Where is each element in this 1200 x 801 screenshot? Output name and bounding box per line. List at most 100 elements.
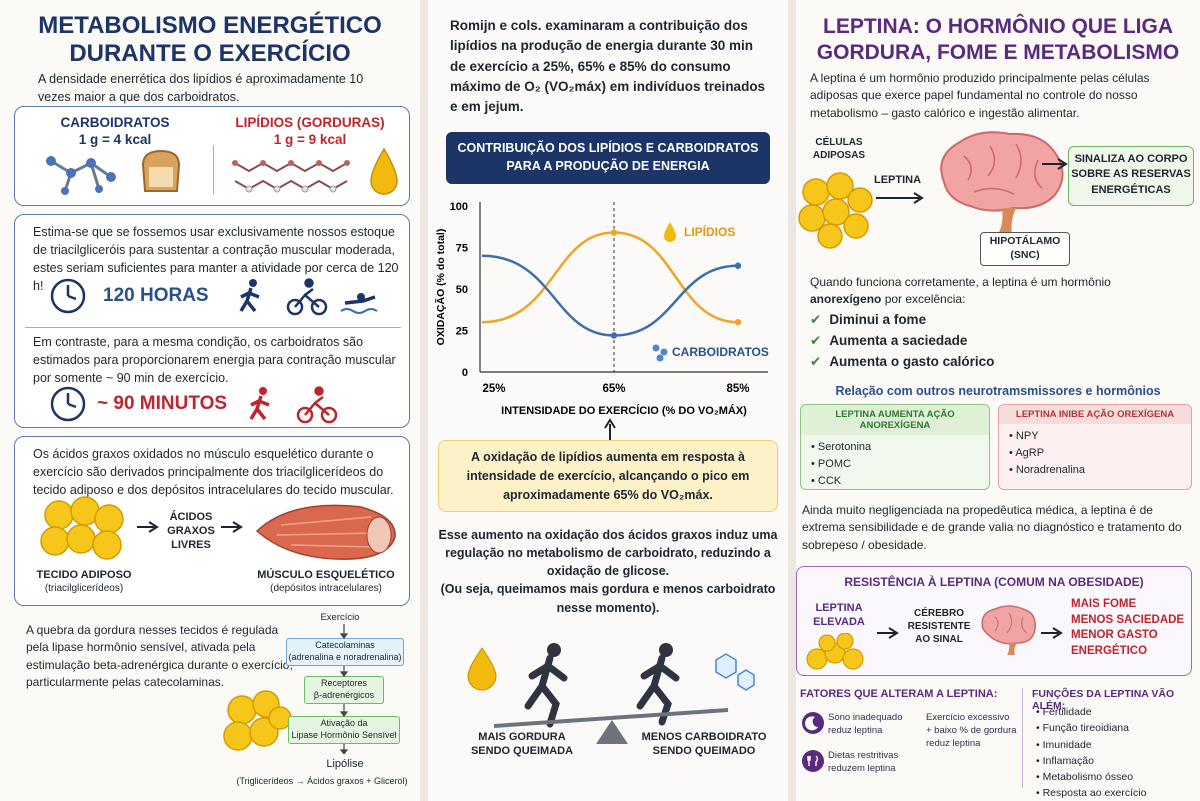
energy-density-box: CARBOIDRATOS 1 g = 4 kcal LIPÍDIOS (GORD…: [14, 106, 410, 206]
chart-title: CONTRIBUIÇÃO DOS LIPÍDIOS E CARBOIDRATOS…: [446, 132, 770, 184]
inhibit-item: • Noradrenalina: [1009, 464, 1086, 477]
y-tick-label: 0: [462, 367, 468, 379]
clock-icon: [50, 278, 86, 314]
separator: [420, 0, 428, 801]
flow-catechol-sub: (adrenalina e noradrenalina): [288, 651, 402, 662]
function-item: • Fertilidade: [1036, 706, 1092, 718]
right-intro: A leptina é um hormônio produzido princi…: [810, 71, 1150, 120]
fat-cells-icon: [223, 690, 292, 751]
drop-icon: [664, 222, 676, 242]
series-line-carbs: [481, 254, 739, 337]
inhibit-box: LEPTINA INIBE AÇÃO OREXÍGENA • NPY • AgR…: [998, 404, 1192, 490]
runner-icon: [249, 387, 270, 421]
y-tick-label: 75: [456, 243, 468, 255]
estimate-text: Estima-se que se fossemos usar exclusiva…: [33, 225, 399, 294]
check-icon: ✔: [810, 333, 822, 348]
anorex-text-2: por excelência:: [881, 292, 966, 307]
divider: [25, 327, 401, 328]
increase-item: • CCK: [811, 475, 842, 488]
duration-box: Estima-se que se fossemos usar exclusiva…: [14, 214, 410, 428]
moon-icon: [802, 712, 824, 734]
leptina-label: LEPTINA: [874, 174, 922, 186]
runner-icon: [239, 279, 260, 313]
factor-diet: Dietas restritivas reduzem leptina: [828, 750, 899, 774]
increase-item: • POMC: [811, 458, 851, 471]
functions-list: • Fertilidade • Função tireoidiana • Imu…: [1036, 704, 1196, 801]
resistant-brain-label: CÉREBRO RESISTENTE AO SINAL: [907, 608, 971, 645]
muscle-label: MÚSCULO ESQUELÉTICO: [257, 569, 395, 581]
increase-item: • Serotonina: [811, 441, 872, 453]
arrow-right-icon: [876, 192, 924, 204]
x-tick-label: 25%: [482, 383, 505, 395]
function-item: • Função tireoidiana: [1036, 722, 1129, 735]
function-item: • Inflamação: [1036, 754, 1094, 767]
x-axis-label: INTENSIDADE DO EXERCÍCIO (% DO VO₂MÁX): [501, 404, 747, 417]
inhibit-item: • AgRP: [1009, 447, 1045, 460]
anorex-text-1: Quando funciona corretamente, a leptina …: [810, 275, 1111, 289]
contrast-text: Em contraste, para a mesma condição, os …: [33, 335, 396, 386]
arrow-right-icon: [877, 627, 899, 639]
bread-icon: [141, 149, 181, 192]
y-tick-label: 50: [456, 284, 468, 296]
legend-carbs: CARBOIDRATOS: [652, 344, 769, 362]
lipid-value: 1 g = 9 kcal: [273, 132, 347, 147]
flow-catechol: Catecolaminas: [315, 640, 375, 650]
explain-text: Esse aumento na oxidação dos ácidos grax…: [438, 528, 778, 615]
high-leptin-label: LEPTINA ELEVADA: [813, 602, 865, 629]
adipose-cells-icon: [798, 172, 873, 249]
legend-carbs-label: CARBOIDRATOS: [672, 345, 769, 359]
drop-icon: [467, 647, 497, 691]
clinical-text: Ainda muito negligenciada na propedêutic…: [802, 503, 1182, 552]
flow-lipolysis-sub: (Triglicerídeos → Ácidos graxos + Glicer…: [236, 776, 408, 786]
middle-intro: Romijn e cols. examinaram a contribuição…: [450, 18, 766, 114]
ffa-label: ÁCIDOS GRAXOS LIVRES: [167, 511, 215, 551]
arrow-right-icon: [1041, 627, 1063, 639]
y-tick-label: 100: [450, 201, 468, 213]
check-icon: ✔: [810, 312, 822, 327]
glucose-molecule-icon: [715, 653, 755, 691]
point-carbs: [734, 262, 742, 269]
cyclist-icon: [296, 386, 338, 424]
runner-woman-icon: [524, 643, 568, 728]
adipose-label: TECIDO ADIPOSO: [36, 569, 132, 581]
flow-arrows: [339, 624, 349, 754]
anorex-bold: anorexígeno: [810, 292, 882, 307]
arrow-right-icon: [221, 521, 243, 533]
cyclist-icon: [286, 278, 328, 316]
increase-title: LEPTINA AUMENTA AÇÃO ANOREXÍGENA: [801, 405, 989, 435]
flow-activation: Ativação da: [320, 718, 368, 728]
resistance-results: MAIS FOME MENOS SACIEDADE MENOR GASTO EN…: [1071, 598, 1185, 657]
muscle-icon: [255, 504, 396, 560]
muscle-sub: (depósitos intracelulares): [270, 583, 382, 594]
effects-list: ✔ Diminui a fome ✔ Aumenta a saciedade ✔ Au…: [810, 312, 1070, 375]
resistance-title: RESISTÊNCIA À LEPTINA (COMUM NA OBESIDAD…: [844, 575, 1144, 589]
clock-icon: [50, 386, 86, 422]
lipid-molecule-icon: [232, 160, 350, 193]
flow-catechol-box: Catecolaminas (adrenalina e noradrenalin…: [286, 638, 404, 666]
increase-box: LEPTINA AUMENTA AÇÃO ANOREXÍGENA • Serot…: [800, 404, 990, 490]
inhibit-title: LEPTINA INIBE AÇÃO OREXÍGENA: [999, 405, 1191, 424]
divider: [1022, 688, 1023, 788]
diet-icon: [802, 750, 824, 772]
factor-sleep: Sono inadequado reduz leptina: [828, 712, 903, 736]
hours-120: 120 HORAS: [103, 285, 209, 306]
left-panel: METABOLISMO ENERGÉTICO DURANTE O EXERCÍC…: [0, 0, 420, 801]
seesaw-beam: [493, 708, 729, 728]
signal-box: SINALIZA AO CORPO SOBRE AS RESERVAS ENER…: [1068, 146, 1194, 206]
x-tick-label: 65%: [602, 383, 625, 395]
brain-icon: [981, 605, 1036, 655]
anorex-text: Quando funciona corretamente, a leptina …: [810, 274, 1186, 309]
arrow-right-icon: [137, 521, 159, 533]
y-axis-label: OXIDAÇÃO (% do total): [434, 229, 447, 346]
cells-label: CÉLULAS ADIPOSAS: [812, 137, 866, 161]
runner-man-icon: [636, 643, 680, 726]
lipid-title: LIPÍDIOS (GORDURAS): [235, 115, 385, 130]
y-tick-label: 25: [456, 326, 468, 338]
carb-value: 1 g = 4 kcal: [78, 132, 152, 147]
functions-title: FUNÇÕES DA LEPTINA VÃO ALÉM:: [1032, 688, 1175, 712]
point-carbs: [610, 332, 618, 339]
swimmer-icon: [340, 293, 378, 314]
molecule-icon: [652, 344, 668, 362]
activity-icons-red: [249, 386, 338, 424]
left-intro: A densidade enerrética dos lipídios é ap…: [38, 72, 364, 105]
